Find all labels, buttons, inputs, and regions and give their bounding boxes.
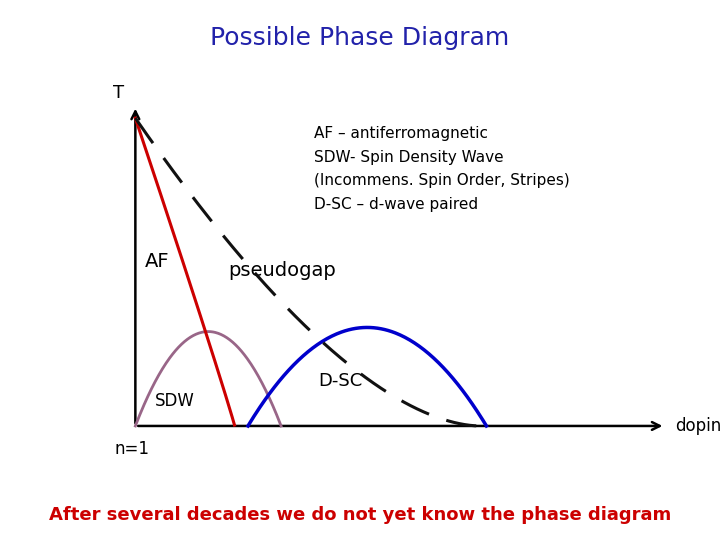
Text: T: T (113, 84, 125, 102)
Text: Possible Phase Diagram: Possible Phase Diagram (210, 26, 510, 50)
Text: AF: AF (145, 252, 170, 271)
Text: doping: doping (675, 417, 720, 435)
Text: SDW: SDW (156, 393, 195, 410)
Text: After several decades we do not yet know the phase diagram: After several decades we do not yet know… (49, 506, 671, 524)
Text: D-SC: D-SC (318, 372, 363, 390)
Text: pseudogap: pseudogap (228, 260, 336, 280)
Text: n=1: n=1 (114, 440, 150, 457)
Text: AF – antiferromagnetic
SDW- Spin Density Wave
(Incommens. Spin Order, Stripes)
D: AF – antiferromagnetic SDW- Spin Density… (314, 126, 570, 212)
